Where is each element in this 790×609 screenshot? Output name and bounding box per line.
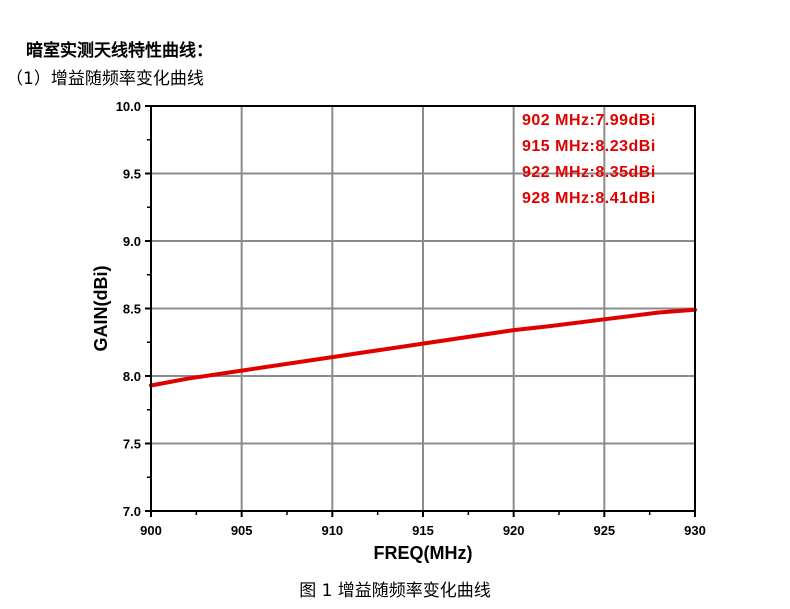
y-tick-label: 9.5 <box>123 167 141 182</box>
y-tick-label: 9.0 <box>123 234 141 249</box>
x-tick-label: 925 <box>593 523 615 538</box>
gain-series-line <box>149 307 697 388</box>
x-tick-label: 905 <box>231 523 253 538</box>
x-tick-label: 900 <box>140 523 162 538</box>
x-tick-label: 930 <box>684 523 706 538</box>
annotation-label: 915 MHz:8.23dBi <box>522 138 656 155</box>
annotation-label: 902 MHz:7.99dBi <box>522 112 656 129</box>
figure-caption: 图 1 增益随频率变化曲线 <box>299 581 491 601</box>
sub-title: （1）增益随频率变化曲线 <box>6 69 204 89</box>
y-tick-label: 8.5 <box>123 302 141 317</box>
annotation-label: 928 MHz:8.41dBi <box>522 190 656 207</box>
plot-frame <box>150 105 696 512</box>
x-tick-label: 920 <box>503 523 525 538</box>
y-tick-label: 7.0 <box>123 504 141 519</box>
grid <box>151 106 695 511</box>
x-tick-label: 915 <box>412 523 434 538</box>
series-layer <box>149 307 697 388</box>
y-tick-label: 10.0 <box>116 99 141 114</box>
y-axis-title: GAIN(dBi) <box>91 266 111 352</box>
y-tick-label: 8.0 <box>123 369 141 384</box>
section-title: 暗室实测天线特性曲线： <box>26 41 213 61</box>
annotations: 902 MHz:7.99dBi 915 MHz:8.23dBi 922 MHz:8.… <box>522 112 656 207</box>
x-axis-title: FREQ(MHz) <box>374 543 473 563</box>
y-tick-label: 7.5 <box>123 437 141 452</box>
x-tick-label: 910 <box>321 523 343 538</box>
annotation-label: 922 MHz:8.35dBi <box>522 164 656 181</box>
